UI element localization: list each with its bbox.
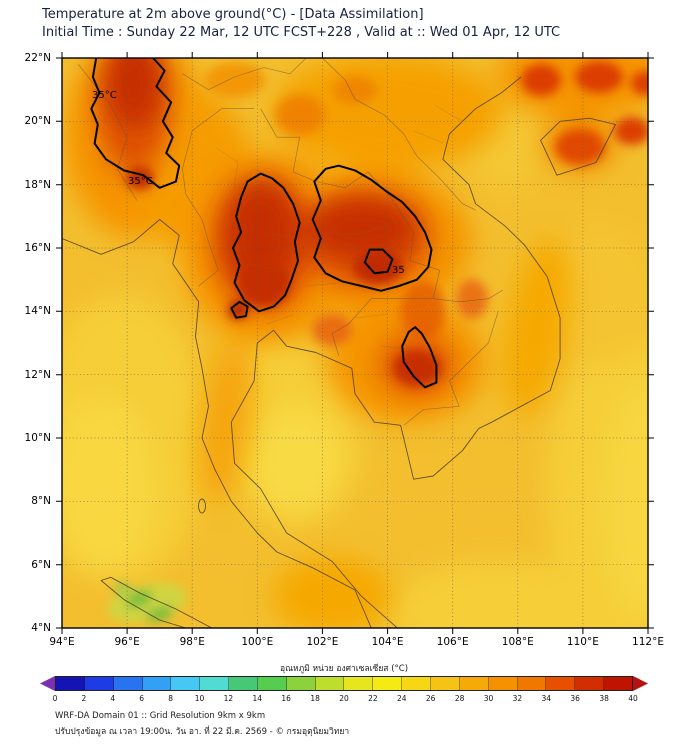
x-axis-tick-label: 104°E [371, 636, 404, 648]
temperature-map: 35°C 35°C 35 [56, 52, 654, 634]
colorbar-tick-label: 10 [194, 694, 205, 703]
colorbar-tick-label: 28 [454, 694, 465, 703]
contour-label-nw-lower: 35°C [128, 176, 153, 187]
colorbar-tick-label: 36 [570, 694, 580, 703]
colorbar-segment [171, 677, 201, 690]
x-axis-tick-label: 108°E [501, 636, 534, 648]
axis-ticks [56, 52, 654, 634]
colorbar-segment [229, 677, 258, 690]
y-axis-tick-label: 12°N [24, 368, 51, 381]
x-axis-labels: 94°E 96°E 98°E 100°E 102°E 104°E 106°E 108°E 110… [49, 636, 664, 650]
y-axis-tick-label: 8°N [31, 495, 51, 508]
colorbar-segment [200, 677, 230, 690]
y-axis-tick-label: 14°N [24, 305, 51, 318]
y-axis-tick-label: 4°N [31, 622, 51, 634]
colorbar-segments [55, 676, 633, 691]
y-axis-labels: 22°N 20°N 18°N 16°N 14°N 12°N 10°N 8°N 6°N 4°N [0, 52, 58, 634]
plot-frame [61, 57, 649, 629]
colorbar-tick-label: 18 [310, 694, 320, 703]
gridlines [62, 58, 648, 628]
colorbar-segment [575, 677, 605, 690]
colorbar-segment [315, 677, 345, 690]
y-axis-tick-label: 10°N [24, 432, 51, 444]
colorbar-segment [286, 677, 316, 690]
colorbar-tick-label: 8 [168, 694, 173, 703]
x-axis-tick-label: 110°E [566, 636, 599, 648]
colorbar-tick-label: 4 [110, 694, 116, 703]
y-axis-tick-label: 18°N [24, 178, 51, 191]
colorbar-segment [84, 677, 114, 690]
colorbar-tick-label: 0 [52, 694, 58, 703]
colorbar-segment [459, 677, 489, 690]
colorbar-tick-label: 20 [339, 694, 349, 703]
colorbar-tick-label: 14 [252, 694, 263, 703]
colorbar-segment [142, 677, 172, 690]
x-axis-tick-label: 96°E [114, 636, 140, 648]
footer-domain-info: WRF-DA Domain 01 :: Grid Resolution 9km … [55, 711, 266, 721]
page-subtitle: Initial Time : Sunday 22 Mar, 12 UTC FCS… [42, 25, 561, 40]
coastline [62, 76, 616, 628]
colorbar-segment [344, 677, 374, 690]
colorbar-left-arrow [40, 676, 55, 691]
colorbar-segment [113, 677, 143, 690]
colorbar-tick-labels: 0 2 4 6 8 10 12 14 16 18 20 22 24 26 28 30 32 34 36 38 40 [52, 694, 638, 704]
x-axis-tick-label: 94°E [49, 636, 75, 648]
colorbar-right-arrow [633, 676, 648, 691]
colorbar-segment [56, 677, 85, 690]
x-axis-tick-label: 102°E [306, 636, 339, 648]
x-axis-tick-label: 112°E [632, 636, 664, 648]
colorbar-segment [402, 677, 431, 690]
colorbar-tick-label: 34 [541, 694, 552, 703]
colorbar-segment [373, 677, 403, 690]
hottest-core-blobs [106, 58, 417, 290]
colorbar-segment [604, 677, 632, 690]
colorbar-tick-label: 12 [223, 694, 234, 703]
page-title: Temperature at 2m above ground(°C) - [Da… [42, 7, 424, 22]
colorbar-tick-label: 26 [425, 694, 436, 703]
colorbar-label: อุณหภูมิ หน่วย องศาเซลเซียส (°C) [279, 664, 409, 674]
y-axis-tick-label: 16°N [24, 242, 51, 254]
colorbar-segment [517, 677, 547, 690]
x-axis-tick-label: 100°E [241, 636, 274, 648]
colorbar-tick-label: 2 [81, 694, 87, 703]
colorbar-segment [546, 677, 576, 690]
y-axis-tick-label: 20°N [24, 115, 51, 128]
y-axis-tick-label: 6°N [31, 558, 51, 571]
y-axis-tick-label: 22°N [24, 52, 51, 64]
footer-update-info: ปรับปรุงข้อมูล ณ เวลา 19:00น. วัน อา. ที… [55, 727, 350, 737]
colorbar-tick-label: 40 [628, 694, 638, 703]
colorbar-segment [488, 677, 518, 690]
colorbar-segment [257, 677, 287, 690]
contour-label-nw-upper: 35°C [92, 90, 117, 101]
contour-35c [90, 58, 438, 389]
colorbar-tick-label: 24 [397, 694, 407, 703]
colorbar-tick-label: 38 [599, 694, 609, 703]
colorbar-tick-label: 32 [512, 694, 523, 703]
hot-spot-blobs [205, 61, 648, 346]
x-axis-tick-label: 106°E [436, 636, 469, 648]
colorbar-tick-label: 16 [281, 694, 291, 703]
contour-label-ne-inner: 35 [392, 265, 405, 276]
colorbar-tick-label: 6 [139, 694, 145, 703]
colorbar-tick-label: 22 [368, 694, 378, 703]
x-axis-tick-label: 98°E [179, 636, 205, 648]
colorbar-segment [430, 677, 460, 690]
province-borders [215, 105, 463, 350]
colorbar [40, 676, 648, 691]
colorbar-tick-label: 30 [483, 694, 494, 703]
